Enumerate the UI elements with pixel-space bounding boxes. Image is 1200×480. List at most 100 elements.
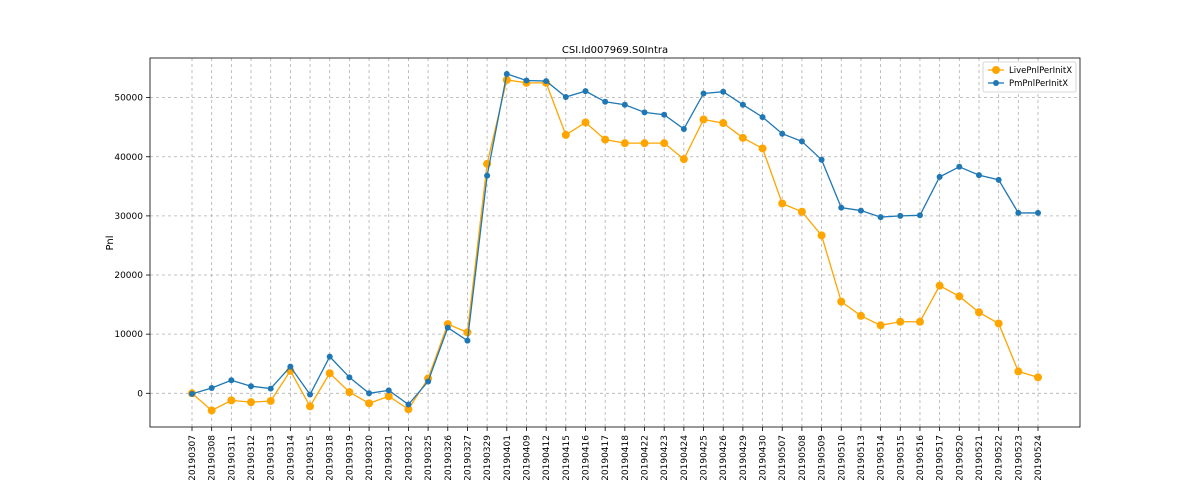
data-point-pmpnlperinitx xyxy=(425,378,432,385)
x-tick-label: 20190315 xyxy=(306,435,316,480)
data-point-pmpnlperinitx xyxy=(366,390,373,397)
plot-frame xyxy=(149,57,1081,428)
x-tick-label: 20190412 xyxy=(542,435,552,480)
y-tick-label: 10000 xyxy=(114,330,143,340)
data-point-livepnlperinitx xyxy=(266,396,275,405)
x-tick-label: 20190415 xyxy=(562,435,572,480)
x-tick-label: 20190516 xyxy=(916,435,926,480)
data-point-pmpnlperinitx xyxy=(680,125,687,132)
data-point-pmpnlperinitx xyxy=(228,377,235,384)
data-point-livepnlperinitx xyxy=(345,388,354,397)
data-point-pmpnlperinitx xyxy=(779,130,786,137)
x-tick-label: 20190322 xyxy=(404,435,414,480)
series-line-pmpnlperinitx xyxy=(191,73,1038,406)
data-point-livepnlperinitx xyxy=(935,281,944,290)
data-point-pmpnlperinitx xyxy=(1035,209,1041,216)
data-point-pmpnlperinitx xyxy=(916,212,923,219)
data-point-livepnlperinitx xyxy=(719,119,728,128)
data-point-livepnlperinitx xyxy=(463,328,472,337)
data-point-livepnlperinitx xyxy=(679,155,688,164)
x-tick-label: 20190417 xyxy=(601,435,611,480)
legend-marker-pmpnlperinitx xyxy=(993,80,999,86)
x-tick-label: 20190513 xyxy=(857,435,867,480)
data-point-livepnlperinitx xyxy=(896,317,905,326)
data-point-livepnlperinitx xyxy=(404,405,413,414)
x-tick-label: 20190423 xyxy=(660,435,670,480)
data-point-livepnlperinitx xyxy=(994,319,1003,328)
data-point-pmpnlperinitx xyxy=(975,172,982,179)
data-point-pmpnlperinitx xyxy=(700,90,707,97)
data-point-pmpnlperinitx xyxy=(208,384,215,391)
data-point-pmpnlperinitx xyxy=(995,176,1002,183)
x-tick-label: 20190424 xyxy=(680,435,690,480)
data-point-livepnlperinitx xyxy=(325,369,334,378)
x-tick-label: 20190418 xyxy=(621,435,631,480)
legend-label-pmpnlperinitx: PmPnlPerInitX xyxy=(1009,79,1068,89)
x-tick-label: 20190409 xyxy=(522,435,532,480)
x-tick-label: 20190521 xyxy=(975,435,985,480)
x-tick-label: 20190509 xyxy=(818,435,828,480)
x-tick-label: 20190329 xyxy=(483,435,493,480)
x-tick-label: 20190430 xyxy=(759,435,769,480)
data-point-livepnlperinitx xyxy=(640,139,649,148)
x-tick-label: 20190320 xyxy=(365,435,375,480)
data-point-pmpnlperinitx xyxy=(936,173,943,180)
axes: 20190307 20190308 20190311 20190312 20190313… xyxy=(114,94,1044,480)
x-tick-label: 20190327 xyxy=(463,435,473,480)
x-tick-label: 20190508 xyxy=(798,435,808,480)
x-tick-label: 20190524 xyxy=(1034,435,1044,480)
x-tick-label: 20190321 xyxy=(385,435,395,480)
x-tick-label: 20190517 xyxy=(936,435,946,480)
data-point-livepnlperinitx xyxy=(817,231,826,240)
data-point-pmpnlperinitx xyxy=(562,94,569,101)
data-point-pmpnlperinitx xyxy=(1015,209,1022,216)
data-point-livepnlperinitx xyxy=(1034,373,1042,382)
data-point-pmpnlperinitx xyxy=(464,337,471,344)
data-point-pmpnlperinitx xyxy=(267,385,274,392)
data-point-pmpnlperinitx xyxy=(543,78,550,85)
data-point-livepnlperinitx xyxy=(738,133,747,142)
data-point-livepnlperinitx xyxy=(778,199,787,208)
data-point-pmpnlperinitx xyxy=(818,156,825,163)
data-point-pmpnlperinitx xyxy=(287,363,294,370)
data-point-livepnlperinitx xyxy=(915,317,924,326)
x-tick-label: 20190325 xyxy=(424,435,434,480)
data-point-livepnlperinitx xyxy=(620,139,629,148)
series-line-livepnlperinitx xyxy=(191,79,1039,412)
data-point-livepnlperinitx xyxy=(876,321,885,330)
data-point-pmpnlperinitx xyxy=(897,212,904,219)
data-point-pmpnlperinitx xyxy=(720,88,727,95)
chart-title: CSI.Id007969.S0Intra xyxy=(562,45,668,56)
data-point-livepnlperinitx xyxy=(856,311,865,320)
data-point-pmpnlperinitx xyxy=(641,109,648,116)
data-point-pmpnlperinitx xyxy=(759,114,766,121)
legend-marker-livepnlperinitx xyxy=(992,66,1000,74)
data-point-livepnlperinitx xyxy=(306,402,315,411)
data-point-livepnlperinitx xyxy=(797,207,806,216)
x-tick-label: 20190307 xyxy=(188,435,198,480)
x-tick-label: 20190507 xyxy=(778,435,788,480)
x-tick-label: 20190308 xyxy=(208,435,218,480)
x-tick-label: 20190416 xyxy=(581,435,591,480)
data-point-livepnlperinitx xyxy=(660,139,669,148)
data-point-pmpnlperinitx xyxy=(838,204,845,211)
data-point-livepnlperinitx xyxy=(955,292,964,301)
data-point-pmpnlperinitx xyxy=(621,101,628,108)
data-point-livepnlperinitx xyxy=(758,144,767,153)
plot-series xyxy=(188,70,1042,415)
data-point-pmpnlperinitx xyxy=(582,88,589,95)
data-point-livepnlperinitx xyxy=(247,398,256,407)
data-point-livepnlperinitx xyxy=(601,135,610,144)
data-point-pmpnlperinitx xyxy=(346,374,353,381)
data-point-pmpnlperinitx xyxy=(189,390,195,397)
x-tick-label: 20190523 xyxy=(1014,435,1024,480)
x-tick-label: 20190429 xyxy=(739,435,749,480)
x-tick-label: 20190311 xyxy=(227,435,237,480)
data-point-livepnlperinitx xyxy=(561,130,570,139)
x-tick-label: 20190425 xyxy=(700,435,710,480)
x-tick-label: 20190319 xyxy=(345,435,355,480)
data-point-pmpnlperinitx xyxy=(503,70,510,77)
y-tick-label: 50000 xyxy=(114,94,143,104)
data-point-livepnlperinitx xyxy=(699,115,708,124)
